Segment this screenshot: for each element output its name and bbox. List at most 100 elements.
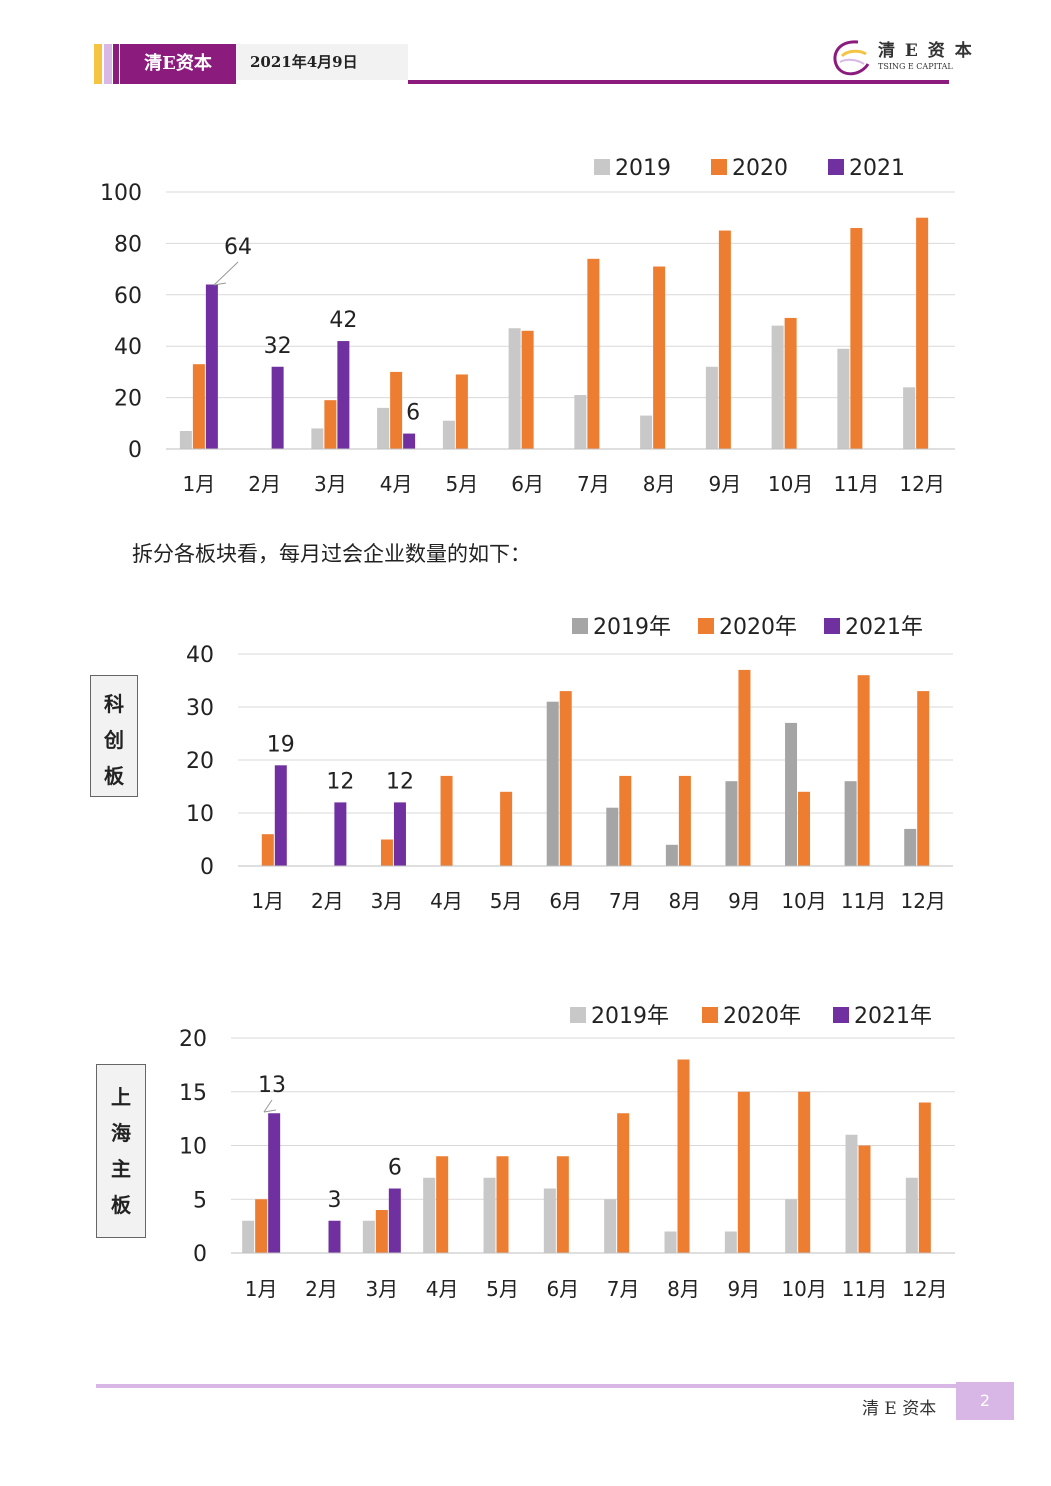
bar (916, 217, 929, 449)
bar (664, 1231, 677, 1253)
data-label: 19 (267, 732, 295, 757)
leader-line (263, 1109, 277, 1113)
data-label: 64 (224, 235, 252, 260)
bar (423, 1177, 436, 1253)
x-tick-label: 1月 (251, 889, 284, 913)
x-tick-label: 5月 (446, 472, 479, 496)
bar (837, 348, 850, 449)
bar (271, 366, 284, 449)
bar (604, 1199, 617, 1253)
legend-swatch (698, 618, 714, 634)
x-tick-label: 2月 (311, 889, 344, 913)
board-label-char: 主 (111, 1157, 131, 1181)
bar (724, 1231, 737, 1253)
x-tick-label: 6月 (549, 889, 582, 913)
bar (543, 1188, 556, 1253)
bar (375, 1210, 388, 1253)
data-label: 3 (328, 1188, 342, 1213)
bar (918, 1102, 931, 1253)
bar (798, 1091, 811, 1253)
x-tick-label: 11月 (834, 472, 879, 496)
page-number: 2 (956, 1382, 1014, 1420)
leader-line (213, 282, 227, 286)
board-label-char: 板 (104, 764, 124, 788)
x-tick-label: 12月 (900, 889, 945, 913)
bar (784, 317, 797, 449)
legend-label: 2019年 (591, 1004, 669, 1029)
bar (455, 374, 468, 449)
header-stripe-yellow (94, 44, 102, 84)
bar (785, 722, 798, 866)
x-tick-label: 8月 (667, 1277, 700, 1301)
y-tick-label: 80 (114, 232, 142, 257)
x-tick-label: 6月 (546, 1277, 579, 1301)
bar (653, 266, 666, 449)
x-tick-label: 1月 (245, 1277, 278, 1301)
x-tick-label: 7月 (609, 889, 642, 913)
bar (390, 371, 403, 449)
board-label-char: 板 (111, 1193, 131, 1217)
legend-label: 2020 (732, 156, 788, 181)
chart-shanghai-main: 0 5 10 15 20 1月 13 2月 3 3月 6 4月 5月 6月 7月 8月 9月 10月 11月 12月 2… (179, 1004, 955, 1301)
leader-line (263, 1099, 273, 1113)
bar (858, 1145, 871, 1253)
board-label-char: 上 (111, 1085, 131, 1109)
bar (587, 258, 600, 449)
board-label-shanghai: 上 海 主 板 (96, 1064, 146, 1238)
bar (850, 227, 863, 449)
bar (442, 420, 455, 449)
bar (328, 1220, 341, 1253)
board-label-char: 创 (104, 728, 124, 752)
leader-line (213, 261, 239, 286)
bar (337, 341, 350, 449)
bar (917, 691, 930, 866)
bar (436, 1156, 449, 1253)
bar (500, 791, 513, 866)
bar (845, 1134, 858, 1253)
footer-text: 清 E 资本 (862, 1399, 937, 1419)
y-tick-label: 40 (186, 643, 214, 668)
y-tick-label: 0 (193, 1242, 207, 1267)
x-tick-label: 4月 (430, 889, 463, 913)
legend-label: 2021 (849, 156, 905, 181)
x-tick-label: 9月 (728, 889, 761, 913)
y-tick-label: 20 (114, 387, 142, 412)
bar (857, 675, 870, 866)
bar (619, 775, 632, 866)
y-tick-label: 10 (186, 802, 214, 827)
bar (905, 1177, 918, 1253)
x-tick-label: 10月 (781, 1277, 826, 1301)
header-brand: 清E资本 (120, 44, 236, 84)
body-text: 拆分各板块看，每月过会企业数量的如下： (132, 542, 531, 566)
bar (705, 366, 718, 449)
bar (393, 802, 406, 866)
y-tick-label: 20 (186, 749, 214, 774)
bar (798, 791, 811, 866)
bar (268, 1113, 281, 1253)
legend-swatch (594, 159, 610, 175)
bar (559, 691, 572, 866)
data-label: 6 (406, 401, 420, 426)
x-tick-label: 4月 (380, 472, 413, 496)
legend-swatch (711, 159, 727, 175)
bar (844, 781, 857, 866)
bar (718, 230, 731, 449)
legend-swatch (824, 618, 840, 634)
bar (785, 1199, 798, 1253)
data-label: 32 (264, 334, 292, 359)
x-tick-label: 3月 (314, 472, 347, 496)
data-label: 12 (326, 769, 354, 794)
bar (677, 1059, 690, 1253)
legend-swatch (833, 1007, 849, 1023)
board-label-char: 科 (104, 692, 124, 716)
header-stripe-purple (113, 44, 119, 84)
x-tick-label: 5月 (490, 889, 523, 913)
legend-swatch (702, 1007, 718, 1023)
bar (771, 325, 784, 449)
logo-icon (833, 40, 870, 76)
x-tick-label: 7月 (577, 472, 610, 496)
bar (737, 1091, 750, 1253)
bar (311, 428, 324, 449)
x-tick-label: 3月 (365, 1277, 398, 1301)
bar (904, 828, 917, 866)
